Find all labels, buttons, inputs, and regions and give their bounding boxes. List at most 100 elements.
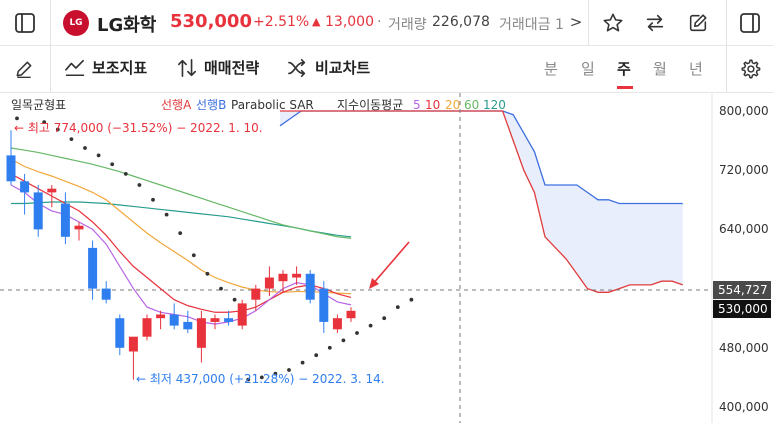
period-month[interactable]: 월 [653,60,667,78]
compare-label: 비교차트 [315,59,371,77]
compare-button[interactable]: 비교차트 [287,57,370,78]
candle-up [251,288,261,300]
volume-value: 226,078 [432,14,490,30]
up-triangle-icon: ▲ [312,15,321,28]
pencil-icon [16,61,32,78]
candle-up [278,273,288,282]
candle-down [33,192,43,230]
stock-header: LG LG화학 530,000 +2.51% ▲ 13,000 · 거래량 22… [0,0,773,46]
low-annotation: ← 최저 437,000 (+21.28%) − 2022. 3. 14. [136,372,385,386]
sar-dot [259,375,264,380]
sar-dot [178,231,183,236]
indicators-label: 보조지표 [92,59,148,77]
chart-settings-button[interactable] [738,58,762,80]
change-percent: +2.51% [253,14,310,30]
candle-down [183,321,193,330]
edit-icon [689,14,707,32]
y-tick-480000: 480,000 [719,341,769,355]
sidebar-toggle-button[interactable] [12,11,38,35]
candle-down [6,155,16,182]
candle-down [20,181,30,193]
sar-dot [151,197,155,202]
strategy-label: 매매전략 [204,59,260,77]
header-divider [588,0,589,46]
sar-dot [191,253,196,258]
sar-dot [382,316,387,321]
pointer-arrow [369,241,410,289]
crosshair-price: 554,727 [718,283,768,297]
span-b-line [280,110,684,293]
legend-span-a: 선행A [161,97,192,112]
candle-down [88,247,98,289]
legend-ema-20: 20 [445,98,460,112]
compare-icon [288,58,306,77]
period-day[interactable]: 일 [581,60,595,78]
sar-dot [137,183,142,187]
trade-amount-label: 거래대금 1 [499,17,564,33]
draw-tool-button[interactable] [12,58,36,80]
period-minute[interactable]: 분 [544,60,558,78]
ema-60-line [10,147,352,239]
candle-down [60,203,70,237]
chevron-right-icon[interactable]: > [569,13,583,31]
swap-button[interactable] [642,11,668,35]
y-tick-720000: 720,000 [719,163,769,177]
change-amount: 13,000 [325,14,374,30]
legend-span-b: 선행B [196,97,226,112]
legend-ichimoku: 일목균형표 [11,98,66,112]
legend-sar: Parabolic SAR [231,98,314,112]
high-annotation: ← 최고 774,000 (−31.52%) − 2022. 1. 10. [14,121,263,135]
candle-down [305,273,315,300]
stock-name[interactable]: LG화학 [97,15,157,36]
toolbar-divider [50,46,51,92]
star-icon [603,13,623,32]
last-price: 530,000 [718,302,768,316]
edit-button[interactable] [685,11,711,35]
active-period-indicator [617,86,633,89]
side-panel-button[interactable] [737,11,763,35]
sar-dot [355,331,359,335]
candle-up [156,314,166,319]
y-tick-800000: 800,000 [719,104,769,118]
sar-dot [219,286,223,291]
header-divider [726,0,727,46]
period-week[interactable]: 주 [617,60,631,78]
sar-dot [96,153,101,158]
candle-up [292,273,302,278]
legend-ema-10: 10 [425,98,440,112]
sar-dot [15,116,19,121]
period-year[interactable]: 년 [689,60,703,78]
sar-dot [273,371,278,376]
sar-dot [232,297,237,302]
candle-down [115,318,125,348]
candle-down [224,318,234,322]
favorite-button[interactable] [600,11,626,35]
sar-dot [246,377,251,382]
sar-dot [409,297,414,302]
panel-left-icon [15,13,35,33]
sar-dot [314,353,319,358]
up-down-arrows-icon [178,58,196,77]
price-chart[interactable]: 일목균형표 선행A 선행B Parabolic SAR 지수이동평균 5 10 … [0,93,773,423]
sar-dot [123,172,128,176]
sar-dot [341,338,346,343]
sar-dot [300,360,305,365]
candle-up [196,318,206,348]
crosshair-price-tag: 554,727 [713,281,771,299]
sar-dot [110,162,115,167]
swap-arrows-icon [646,14,664,32]
ichimoku-cloud [280,111,683,293]
last-price-tag: 530,000 [713,300,771,318]
stock-logo: LG [63,10,89,36]
legend-ema: 지수이동평균 [337,98,403,112]
candle-down [319,288,329,322]
sar-dot [205,271,210,276]
strategy-button[interactable]: 매매전략 [176,57,259,78]
indicators-button[interactable]: 보조지표 [64,57,147,78]
span-a-line [279,110,683,205]
gear-icon [741,59,761,79]
separator: · [377,14,382,30]
candle-down [169,314,179,326]
line-chart-icon [65,59,85,76]
sar-dot [327,345,332,350]
